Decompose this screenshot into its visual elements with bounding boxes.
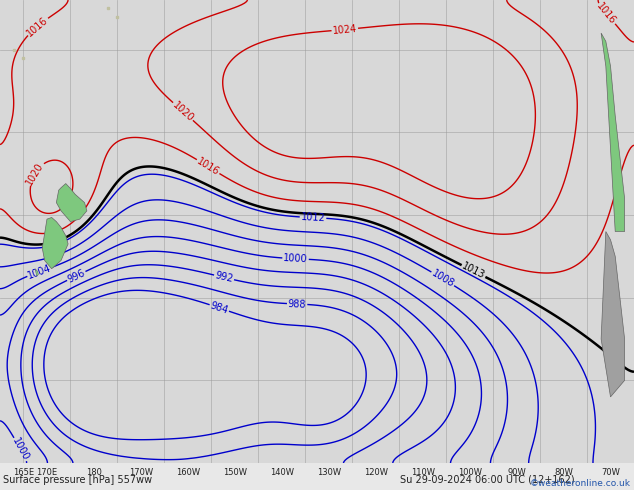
Polygon shape xyxy=(56,184,87,221)
Text: 992: 992 xyxy=(214,270,234,284)
Text: 80W: 80W xyxy=(554,467,573,477)
Text: 1016: 1016 xyxy=(25,15,50,38)
Polygon shape xyxy=(42,218,68,269)
Text: 130W: 130W xyxy=(316,467,341,477)
Text: 170E: 170E xyxy=(36,467,58,477)
Text: Su 29-09-2024 06:00 UTC (12+162): Su 29-09-2024 06:00 UTC (12+162) xyxy=(400,475,574,485)
Text: 120W: 120W xyxy=(364,467,388,477)
Text: 70W: 70W xyxy=(601,467,620,477)
Text: 1000: 1000 xyxy=(11,436,31,462)
Text: 140W: 140W xyxy=(270,467,294,477)
Text: 1013: 1013 xyxy=(460,261,487,281)
Text: 1000: 1000 xyxy=(283,253,308,265)
Text: ©weatheronline.co.uk: ©weatheronline.co.uk xyxy=(530,479,631,488)
Text: 150W: 150W xyxy=(223,467,247,477)
Text: 170W: 170W xyxy=(129,467,153,477)
Text: 1016: 1016 xyxy=(195,156,221,177)
Text: 996: 996 xyxy=(66,268,87,284)
Text: 110W: 110W xyxy=(411,467,435,477)
Text: 1020: 1020 xyxy=(171,99,195,123)
Text: 165E: 165E xyxy=(13,467,34,477)
Text: 180: 180 xyxy=(86,467,102,477)
Polygon shape xyxy=(36,269,39,276)
Polygon shape xyxy=(601,33,624,231)
Text: 160W: 160W xyxy=(176,467,200,477)
Polygon shape xyxy=(601,231,624,397)
Text: 1008: 1008 xyxy=(430,268,456,290)
Text: 1004: 1004 xyxy=(27,263,53,281)
Text: 984: 984 xyxy=(209,300,230,316)
Text: 1016: 1016 xyxy=(595,1,618,26)
Text: 1012: 1012 xyxy=(301,212,326,223)
Text: 988: 988 xyxy=(288,298,307,309)
Text: Surface pressure [hPa] 557ww: Surface pressure [hPa] 557ww xyxy=(3,475,152,485)
Text: 90W: 90W xyxy=(507,467,526,477)
Text: 1024: 1024 xyxy=(332,24,358,36)
Text: 1020: 1020 xyxy=(25,160,46,187)
Text: 100W: 100W xyxy=(458,467,482,477)
